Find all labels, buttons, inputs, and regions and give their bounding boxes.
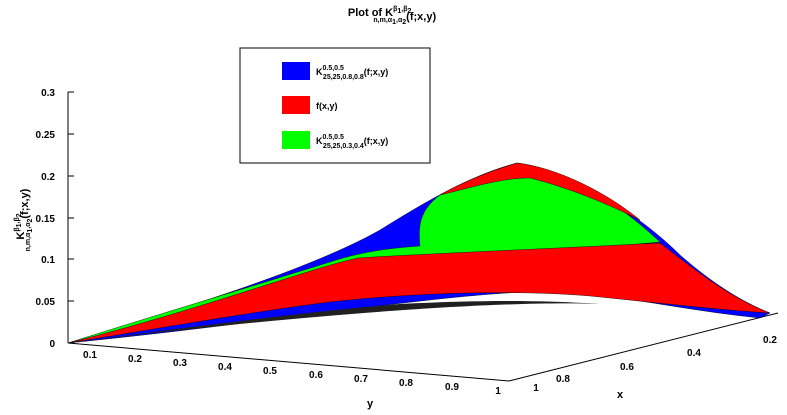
- legend-entry-main: K: [316, 67, 323, 77]
- legend-entry-sub: 25,25,0.8,0.8: [323, 74, 364, 81]
- x-tick-label: 0.2: [763, 335, 777, 346]
- chart-title-sub-index2: 2: [402, 19, 406, 26]
- z-label-sup-mid: ,β: [14, 217, 21, 224]
- legend-entry-tail: (f;x,y): [364, 67, 389, 77]
- chart-title-main: Plot of K: [348, 7, 393, 19]
- y-tick-label: 0.2: [128, 354, 142, 365]
- z-tick-labels: 0 0.05 0.1 0.15 0.2 0.25 0.3: [36, 88, 56, 350]
- y-tick-label: 0.5: [263, 366, 277, 377]
- z-tick-label: 0: [49, 339, 55, 350]
- legend-entry: K0.5,0.5 25,25,0.3,0.4(f;x,y): [316, 134, 388, 150]
- legend-swatch: [282, 62, 310, 80]
- chart-title-sup-mid: ,β: [401, 6, 408, 13]
- z-label-sub: n,m,α: [25, 232, 32, 251]
- z-label-main: K: [15, 232, 27, 240]
- legend-entry: f(x,y): [316, 101, 338, 111]
- z-tick-label: 0.1: [41, 255, 55, 266]
- chart-title-sup: β: [393, 6, 398, 13]
- z-tick-label: 0.15: [36, 214, 56, 225]
- y-tick-label: 1: [495, 386, 501, 397]
- legend: K0.5,0.5 25,25,0.8,0.8(f;x,y) f(x,y) K0.5…: [239, 47, 431, 164]
- z-label-tail: (f;x,y): [19, 188, 31, 218]
- legend-entry-sup: 0.5,0.5: [323, 134, 345, 141]
- chart-title: Plot of Kβ1,β2 n,m,α1,α2(f;x,y): [348, 6, 437, 26]
- z-label-sub-index: 1: [27, 229, 34, 233]
- x-tick-labels: 0.2 0.4 0.6 0.8 1: [533, 335, 777, 394]
- z-tick-label: 0.25: [36, 130, 56, 141]
- chart-title-sub: n,m,α: [373, 17, 392, 24]
- z-tick-label: 0.3: [41, 88, 55, 99]
- x-tick-label: 1: [533, 383, 539, 394]
- x-axis-line: [508, 312, 779, 382]
- y-tick-label: 0.3: [173, 358, 187, 369]
- z-label-sub-tail: ,α: [25, 222, 32, 229]
- chart-title-sub-tail: ,α: [396, 17, 403, 24]
- y-tick-label: 0.6: [309, 370, 323, 381]
- surface-red: [67, 242, 771, 344]
- z-label-sup: β: [14, 227, 21, 232]
- z-label-sub-index2: 2: [27, 219, 34, 223]
- chart-title-tail: (f;x,y): [406, 11, 436, 23]
- z-tick-marks: [68, 91, 74, 344]
- y-tick-labels: 0.1 0.2 0.3 0.4 0.5 0.6 0.7 0.8 0.9 1: [83, 350, 501, 397]
- legend-entry-main: K: [316, 136, 323, 146]
- legend-entry-tail: (f;x,y): [364, 136, 389, 146]
- surfaces: [67, 162, 771, 344]
- x-tick-label: 0.4: [687, 348, 701, 359]
- z-axis-label: Kβ1,β2n,m,α1,α2(f;x,y): [14, 188, 34, 251]
- z-tick-label: 0.05: [36, 297, 56, 308]
- y-tick-label: 0.4: [218, 362, 232, 373]
- x-tick-label: 0.6: [620, 362, 634, 373]
- y-tick-label: 0.1: [83, 350, 97, 361]
- z-label-sup-index: 1: [16, 223, 23, 227]
- chart-title-sup-index: 1: [397, 8, 401, 15]
- y-tick-label: 0.9: [445, 382, 459, 393]
- y-axis-line: [67, 342, 510, 382]
- legend-swatch: [282, 96, 310, 114]
- legend-swatch: [282, 131, 310, 149]
- x-tick-label: 0.8: [556, 374, 570, 385]
- legend-entry: K0.5,0.5 25,25,0.8,0.8(f;x,y): [316, 65, 388, 81]
- y-tick-label: 0.8: [399, 378, 413, 389]
- legend-entry-sup: 0.5,0.5: [323, 65, 345, 72]
- legend-box: [239, 47, 431, 164]
- chart-title-sup-index2: 2: [408, 8, 412, 15]
- chart-title-sub-index: 1: [392, 19, 396, 26]
- surface-red-ridge: [439, 162, 641, 221]
- z-tick-label: 0.2: [41, 172, 55, 183]
- z-label-sup-index2: 2: [16, 213, 23, 217]
- y-tick-label: 0.7: [354, 374, 368, 385]
- x-axis-label: x: [617, 389, 624, 401]
- legend-entry-sub: 25,25,0.3,0.4: [323, 143, 364, 150]
- y-axis-label: y: [367, 398, 374, 410]
